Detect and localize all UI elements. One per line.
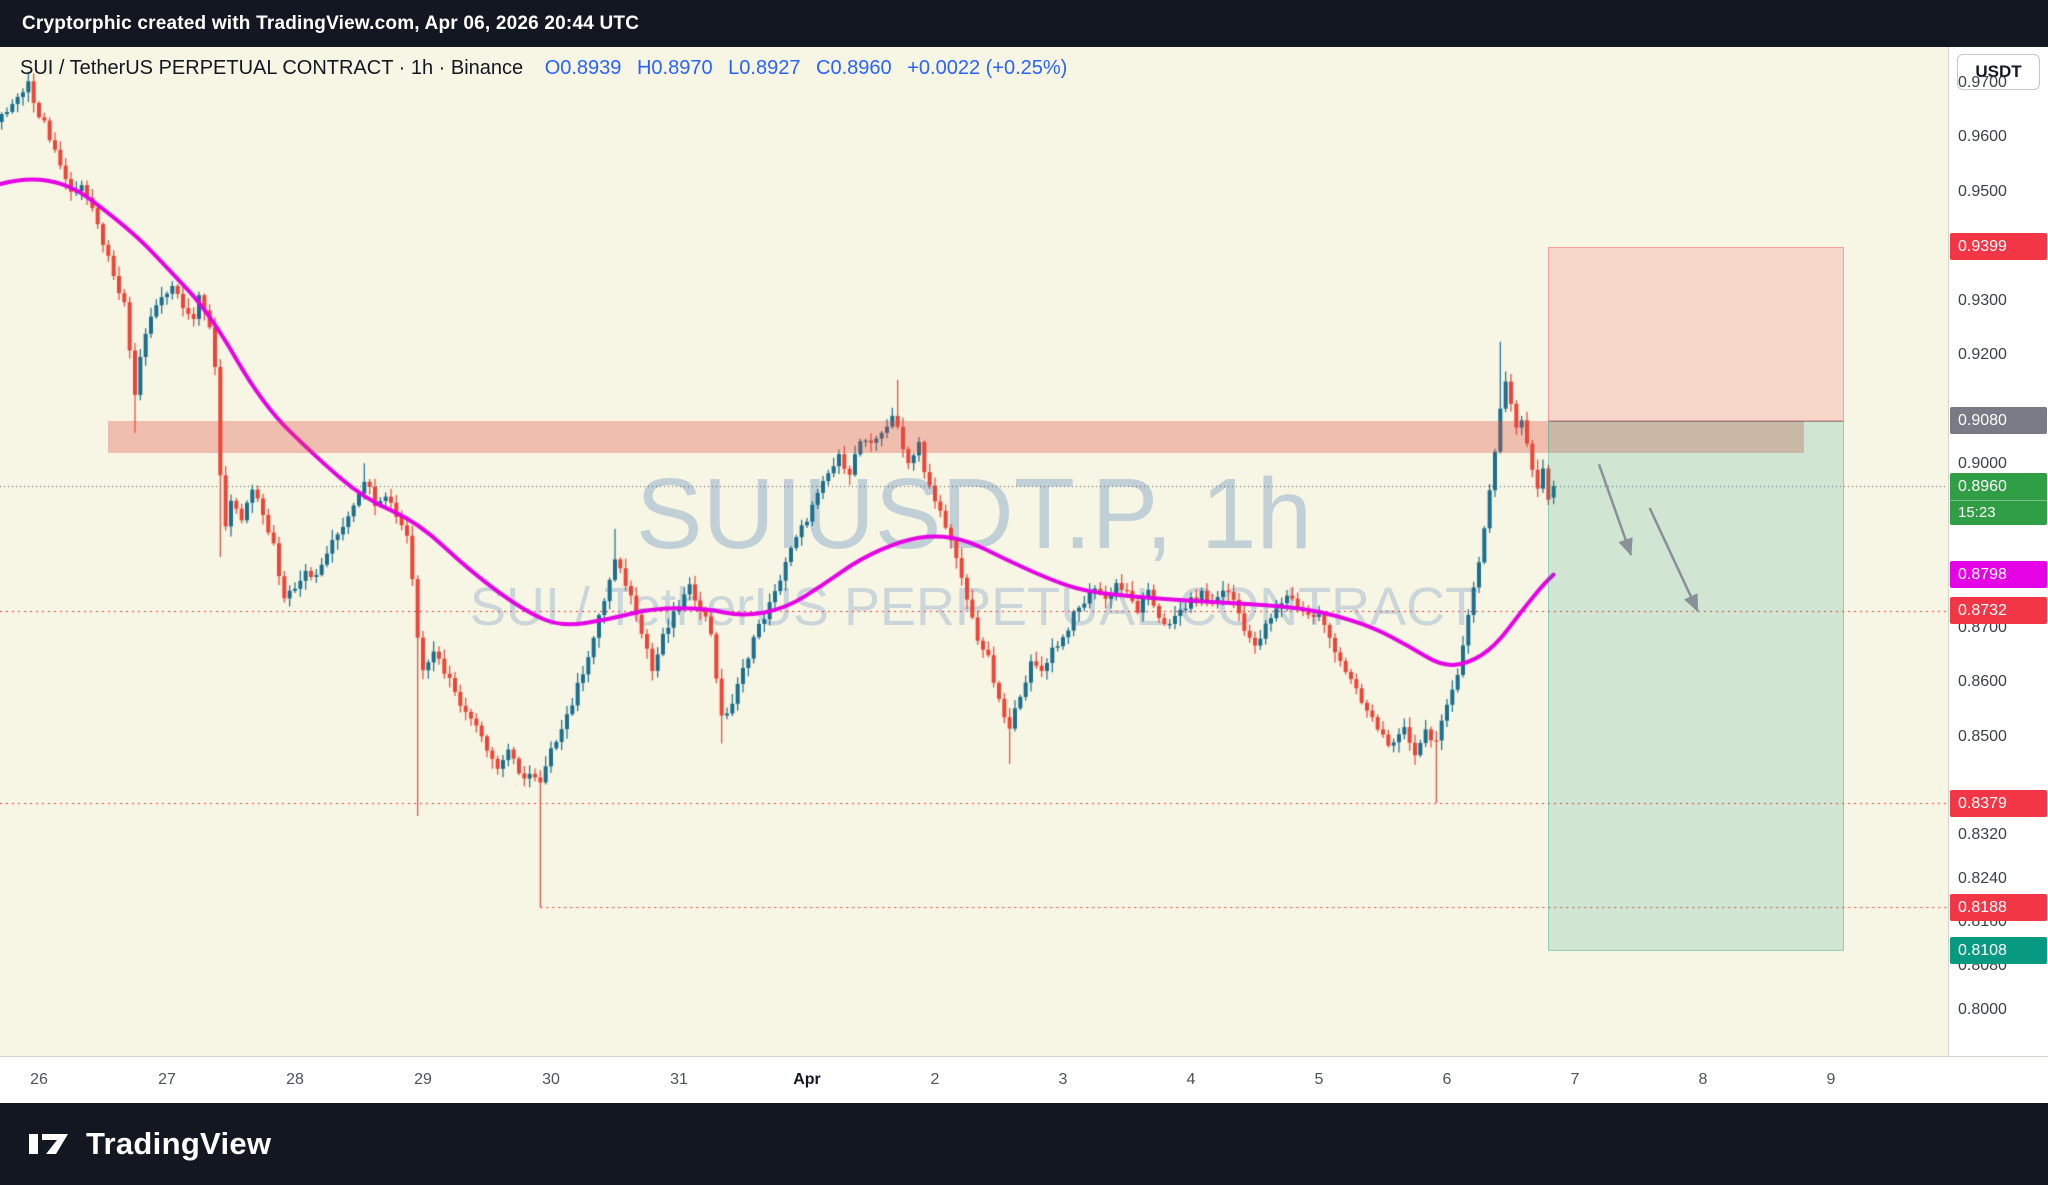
- price-axis-label: 0.8000: [1958, 1000, 2007, 1018]
- supply-zone-drawing[interactable]: [108, 420, 1805, 454]
- attribution-bar: Cryptorphic created with TradingView.com…: [0, 0, 2048, 47]
- price-axis-label: 0.9200: [1958, 346, 2007, 364]
- tradingview-brand-text[interactable]: TradingView: [86, 1126, 272, 1161]
- time-axis-label: Apr: [793, 1071, 821, 1088]
- ohlc-change: +0.0022 (+0.25%): [907, 57, 1068, 79]
- time-axis-label: 9: [1826, 1071, 1836, 1088]
- time-axis-label: 8: [1698, 1071, 1708, 1088]
- ohlc-high: H0.8970: [636, 57, 713, 79]
- time-axis[interactable]: 26 27 28 29 30 31 Apr 2 3 4 5 6 7 8 9: [0, 1056, 2048, 1103]
- price-axis-label: 0.8240: [1958, 869, 2007, 887]
- price-axis-label: 0.8500: [1958, 728, 2007, 746]
- price-axis-label: 0.9000: [1958, 455, 2007, 473]
- time-axis-label: 5: [1314, 1071, 1324, 1088]
- take-profit-price-badge: 0.8108: [1950, 937, 2047, 965]
- price-axis-label: 0.9700: [1958, 73, 2007, 91]
- entry-price-badge: 0.9080: [1950, 407, 2047, 435]
- ohlc-low: L0.8927: [728, 57, 801, 79]
- ma-value-badge: 0.8798: [1950, 561, 2047, 589]
- tradingview-logo-icon[interactable]: [26, 1127, 72, 1161]
- price-axis-label: 0.9300: [1958, 291, 2007, 309]
- alert-price-badge-2: 0.8379: [1950, 789, 2047, 817]
- bar-countdown: 15:23: [1950, 499, 2047, 525]
- price-axis[interactable]: USDT 0.9700 0.9600 0.9500 0.9300 0.9200 0.900…: [1948, 47, 2048, 1056]
- short-position-target-box[interactable]: [1548, 420, 1845, 951]
- ohlc-close: C0.8960: [816, 57, 892, 79]
- symbol-title[interactable]: SUI / TetherUS PERPETUAL CONTRACT · 1h ·…: [20, 57, 524, 79]
- stop-loss-price-badge: 0.9399: [1950, 233, 2047, 261]
- time-axis-label: 3: [1058, 1071, 1068, 1088]
- ohlc-open: O0.8939: [544, 57, 622, 79]
- currency-toggle-button[interactable]: USDT: [1957, 54, 2040, 90]
- alert-price-badge-3: 0.8188: [1950, 893, 2047, 921]
- price-axis-label: 0.9500: [1958, 182, 2007, 200]
- footer-bar: TradingView: [0, 1103, 2048, 1185]
- time-axis-label: 6: [1442, 1071, 1452, 1088]
- time-axis-label: 7: [1570, 1071, 1580, 1088]
- time-axis-label: 30: [542, 1071, 560, 1088]
- price-axis-label: 0.8320: [1958, 826, 2007, 844]
- time-axis-label: 27: [158, 1071, 176, 1088]
- price-axis-label: 0.9600: [1958, 128, 2007, 146]
- short-position-stop-box[interactable]: [1548, 246, 1845, 421]
- legend: SUI / TetherUS PERPETUAL CONTRACT · 1h ·…: [20, 57, 1077, 80]
- time-axis-label: 2: [930, 1071, 940, 1088]
- time-axis-label: 31: [670, 1071, 688, 1088]
- time-axis-label: 28: [286, 1071, 304, 1088]
- alert-price-badge-1: 0.8732: [1950, 597, 2047, 624]
- chart-pane[interactable]: SUIUSDT.P, 1h SUI / TetherUS PERPETUAL C…: [0, 47, 1948, 1056]
- price-axis-label: 0.8600: [1958, 673, 2007, 691]
- chart-area: SUIUSDT.P, 1h SUI / TetherUS PERPETUAL C…: [0, 47, 2048, 1103]
- time-axis-label: 26: [30, 1071, 48, 1088]
- time-axis-label: 29: [414, 1071, 432, 1088]
- attribution-text: Cryptorphic created with TradingView.com…: [22, 12, 640, 34]
- time-axis-label: 4: [1186, 1071, 1196, 1088]
- last-price-badge: 0.8960 15:23: [1950, 472, 2047, 525]
- last-price-value: 0.8960: [1958, 477, 2007, 495]
